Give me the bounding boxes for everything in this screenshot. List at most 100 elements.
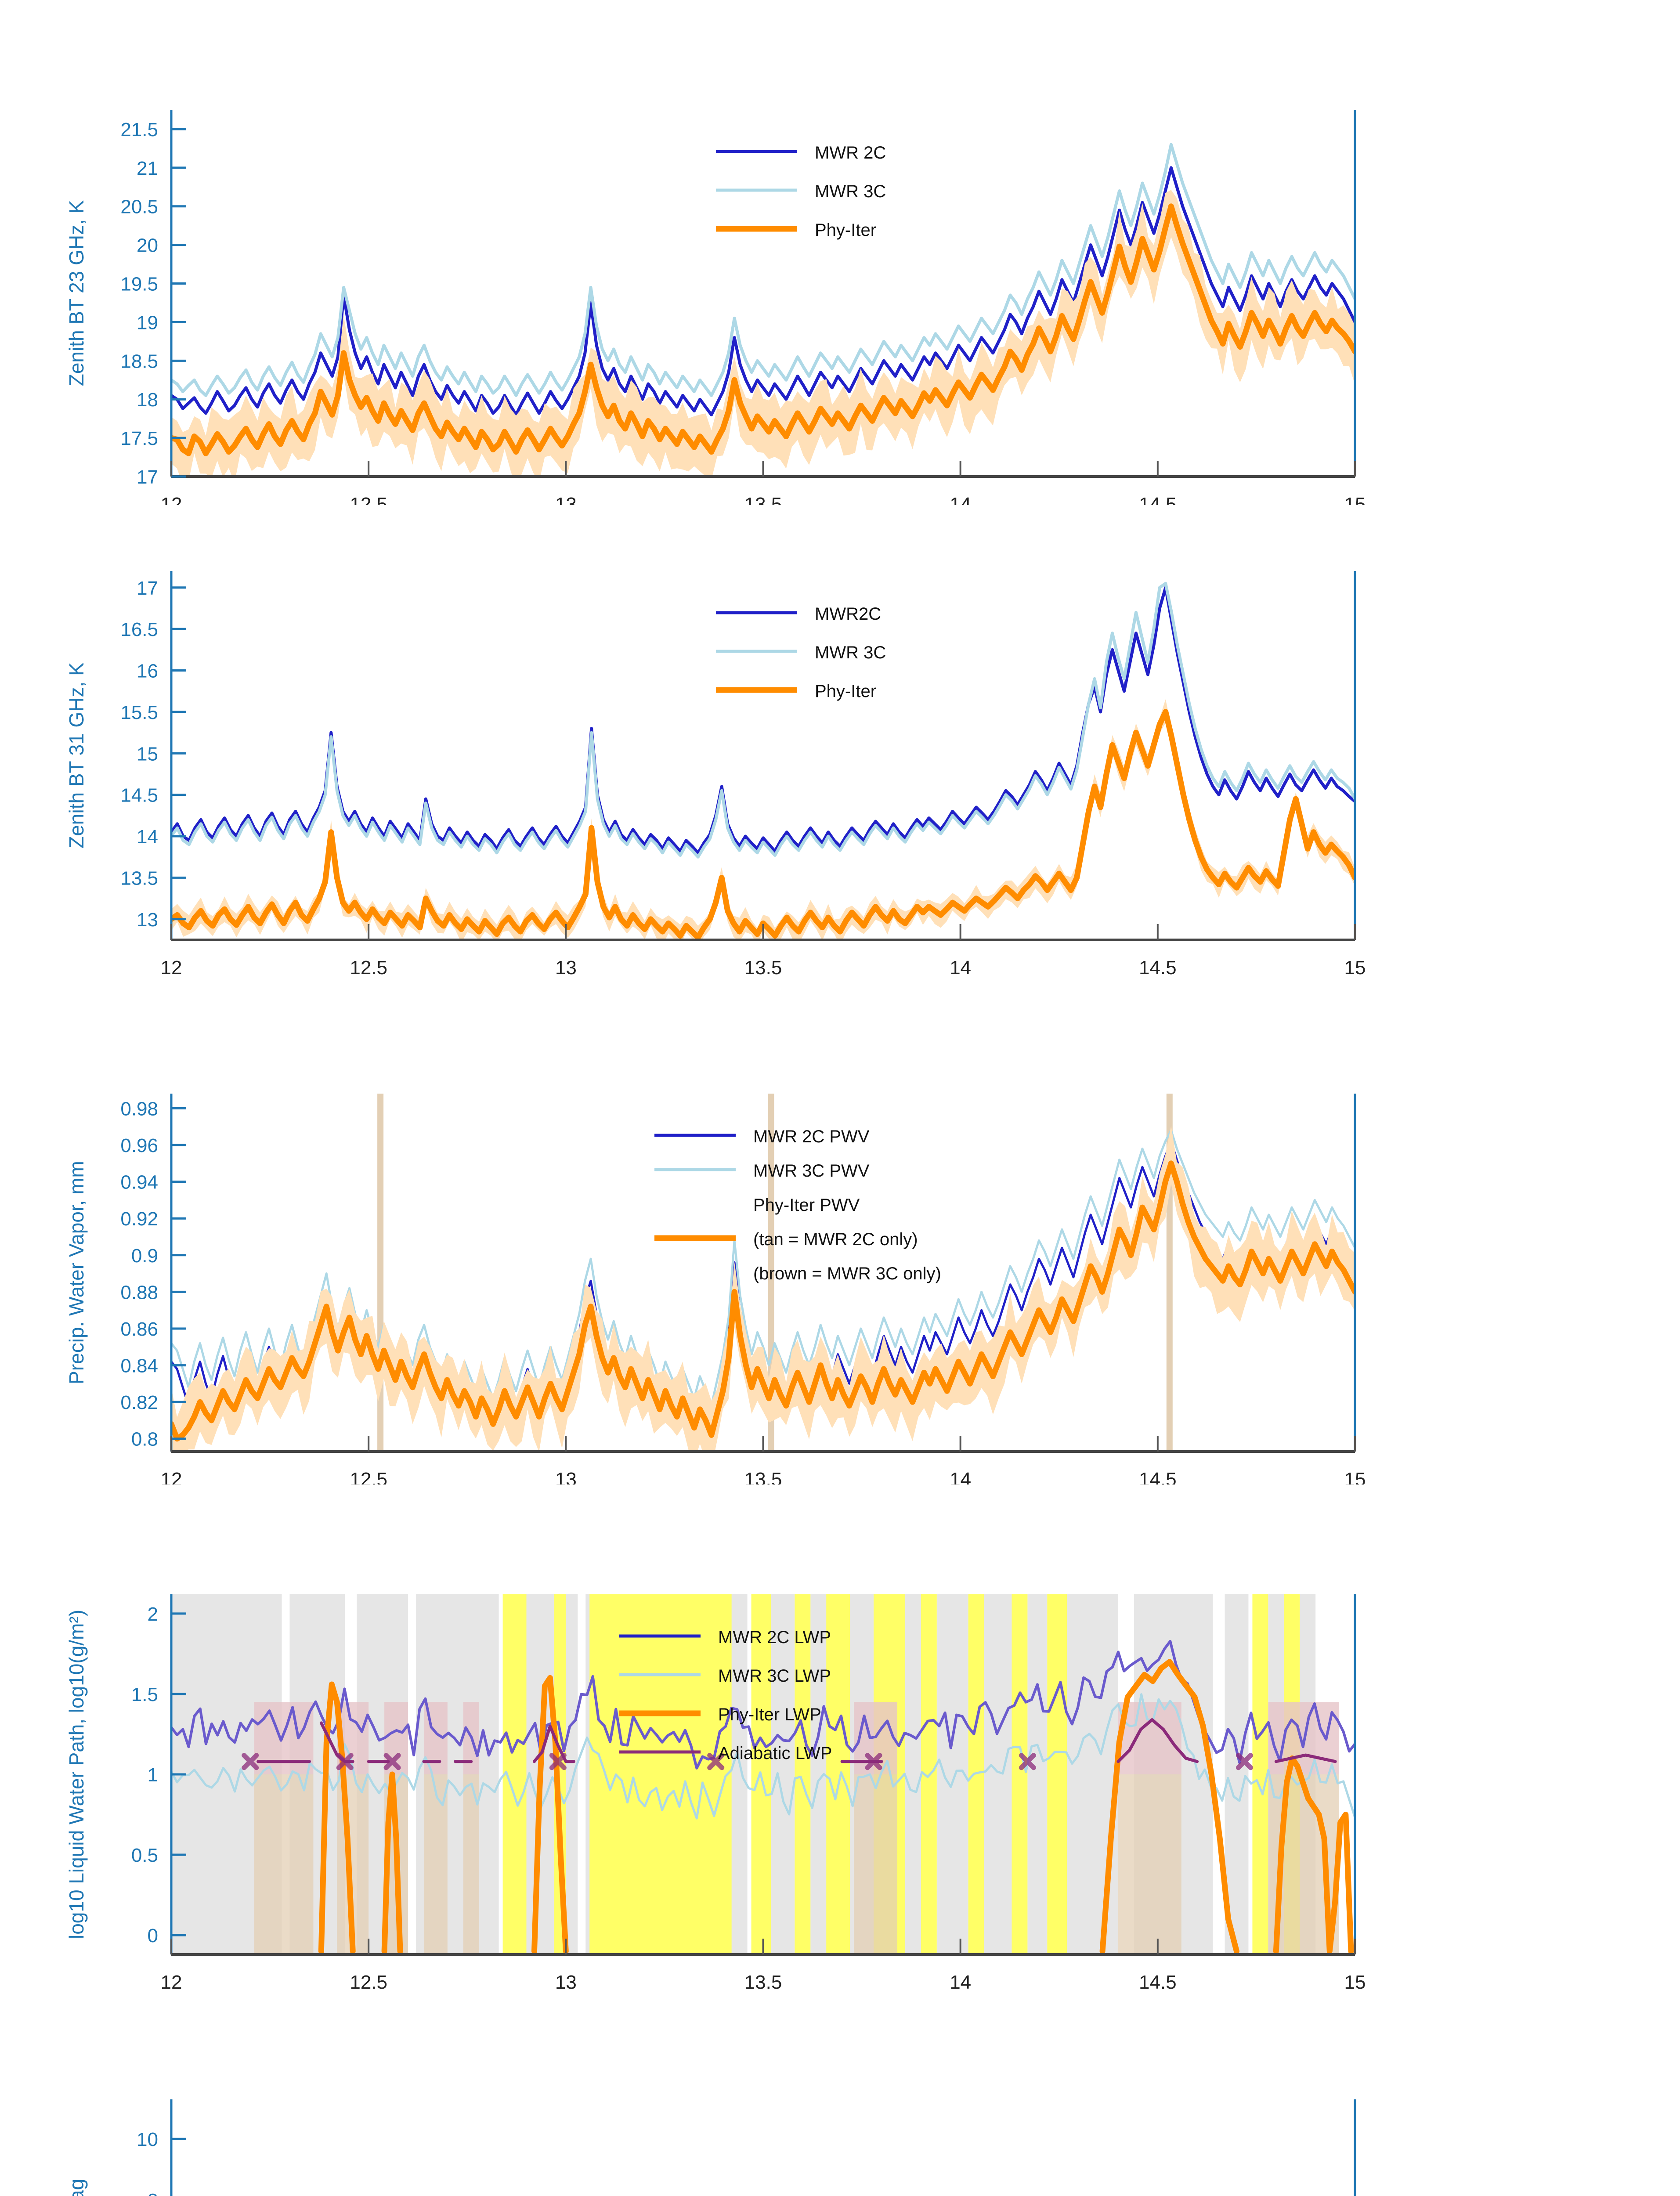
legend-label: MWR 3C PWV <box>753 1161 870 1181</box>
y-tick-label: 0.92 <box>120 1208 158 1230</box>
x-tick-label: 14.5 <box>1139 957 1177 979</box>
y-tick-label: 17 <box>137 466 158 488</box>
plot-area <box>171 1125 1355 1452</box>
uncertainty-band <box>171 190 1355 477</box>
yellow-band <box>589 1594 732 1954</box>
axes: 13 13.5 14 14.5 15 15.5 16 16.5 17 12 12.5 13 13.5 14… <box>65 571 1366 993</box>
x-tick-label: 15 <box>1344 1469 1366 1484</box>
x-tick-label: 12.5 <box>350 957 387 979</box>
x-tick-label: 12 <box>161 1469 182 1484</box>
grey-band <box>905 1594 921 1954</box>
x-tick-label: 14 <box>950 1469 971 1484</box>
grey-band <box>771 1594 795 1954</box>
y-tick-label: 21 <box>137 158 158 179</box>
legend-label: Phy-Iter <box>815 682 876 701</box>
x-marker <box>707 1753 725 1770</box>
x-marker <box>549 1753 567 1770</box>
x-tick-label: 14.5 <box>1139 494 1177 505</box>
y-tick-label: 15.5 <box>120 702 158 723</box>
x-marker <box>1236 1753 1253 1770</box>
grey-band <box>984 1594 1012 1954</box>
legend-label: Adiabatic LWP <box>718 1744 832 1763</box>
chart-panel-3: 0.8 0.82 0.84 0.86 0.88 0.9 0.92 0.94 0.96 0.98 12… <box>65 1094 1366 1484</box>
x-tick-label: 13.5 <box>744 957 782 979</box>
x-axis-label: UTC hours on 20241113 <box>654 991 872 993</box>
y-tick-label: 13.5 <box>120 867 158 889</box>
series-line <box>171 1160 1355 1442</box>
y-tick-label: 20.5 <box>120 196 158 218</box>
y-tick-label: 0.88 <box>120 1282 158 1303</box>
x-tick-label: 13.5 <box>744 1469 782 1484</box>
y-axis-label: log10 Liquid Water Path, log10(g/m²) <box>65 1610 88 1939</box>
series-segment <box>531 1675 569 1954</box>
plot-area <box>171 582 1355 940</box>
x-tick-label: 15 <box>1344 494 1366 505</box>
series-segment <box>1099 1659 1239 1954</box>
tan-band <box>254 1774 314 1954</box>
y-tick-label: 0.8 <box>131 1429 158 1450</box>
x-tick-label: 13 <box>555 1972 577 1990</box>
tan-band <box>1118 1774 1181 1954</box>
series-line <box>171 1640 1355 1770</box>
uncertainty-band <box>171 699 1355 940</box>
y-tick-label: 0.84 <box>120 1355 158 1377</box>
y-tick-label: 0.5 <box>131 1845 158 1866</box>
x-tick-label: 14.5 <box>1139 1972 1177 1990</box>
series-segment <box>532 1724 575 1763</box>
y-tick-label: 2 <box>148 1604 158 1625</box>
yellow-band <box>826 1594 850 1954</box>
x-tick-label: 12 <box>161 957 182 979</box>
series-segment <box>381 1771 403 1954</box>
grey-band <box>1225 1594 1249 1954</box>
x-marker <box>242 1753 259 1770</box>
y-axis-label: Zenith BT 31 GHz, K <box>65 662 88 849</box>
y-tick-label: 0.82 <box>120 1392 158 1413</box>
y-tick-label: 15 <box>137 743 158 765</box>
axes: 17 17.5 18 18.5 19 19.5 20 20.5 21 21.5 12 12.5 13 13… <box>65 110 1366 505</box>
legend: MWR 2C PWV MWR 3C PWV Phy-Iter PWV (tan = M… <box>654 1127 941 1283</box>
panel-zenith-bt-23ghz: 17 17.5 18 18.5 19 19.5 20 20.5 21 21.5 12 12.5 13 13… <box>0 0 1680 505</box>
x-marker <box>336 1753 354 1770</box>
x-marker <box>865 1753 882 1770</box>
series-line <box>171 143 1355 397</box>
y-tick-label: 14.5 <box>120 785 158 806</box>
panel-zenith-bt-31ghz: 13 13.5 14 14.5 15 15.5 16 16.5 17 12 12.5 13 13.5 14… <box>0 505 1680 993</box>
y-tick-label: 16 <box>137 661 158 682</box>
y-tick-label: 0.86 <box>120 1318 158 1340</box>
y-tick-label: 10 <box>137 2129 158 2150</box>
x-marker <box>1019 1753 1036 1770</box>
y-axis-label: Zenith BT 23 GHz, K <box>65 200 88 386</box>
legend-label: Phy-Iter <box>815 220 876 240</box>
series-line <box>171 1693 1355 1820</box>
x-tick-label: 13.5 <box>744 494 782 505</box>
x-tick-label: 15 <box>1344 1972 1366 1990</box>
series-line <box>171 586 1355 855</box>
y-axis-label: MWR Phy Iter DQ Flag <box>65 2179 88 2196</box>
yellow-band <box>1047 1594 1067 1954</box>
legend: MWR 2C LWP MWR 3C LWP Phy-Iter LWP Adiabati… <box>619 1628 832 1763</box>
y-tick-label: 0.96 <box>120 1135 158 1156</box>
y-tick-label: 0.98 <box>120 1098 158 1120</box>
plot-area <box>171 1640 1355 1954</box>
x-tick-label: 12.5 <box>350 494 387 505</box>
yellow-band <box>1012 1594 1028 1954</box>
x-tick-label: 13 <box>555 957 577 979</box>
x-tick-label: 14 <box>950 494 971 505</box>
series-segment <box>1274 1753 1337 1763</box>
tan-band <box>854 1774 897 1954</box>
y-tick-label: 18.5 <box>120 350 158 372</box>
series-segment <box>318 1681 356 1954</box>
x-tick-label: 13 <box>555 494 577 505</box>
chart-panel-1: 17 17.5 18 18.5 19 19.5 20 20.5 21 21.5 12 12.5 13 13… <box>65 110 1366 505</box>
series-line <box>171 166 1355 416</box>
series-segment <box>1116 1718 1199 1763</box>
x-tick-label: 12.5 <box>350 1972 387 1990</box>
panel-precip-water-vapor: 0.8 0.82 0.84 0.86 0.88 0.9 0.92 0.94 0.96 0.98 12… <box>0 993 1680 1484</box>
y-tick-label: 16.5 <box>120 619 158 640</box>
y-tick-label: 20 <box>137 235 158 256</box>
